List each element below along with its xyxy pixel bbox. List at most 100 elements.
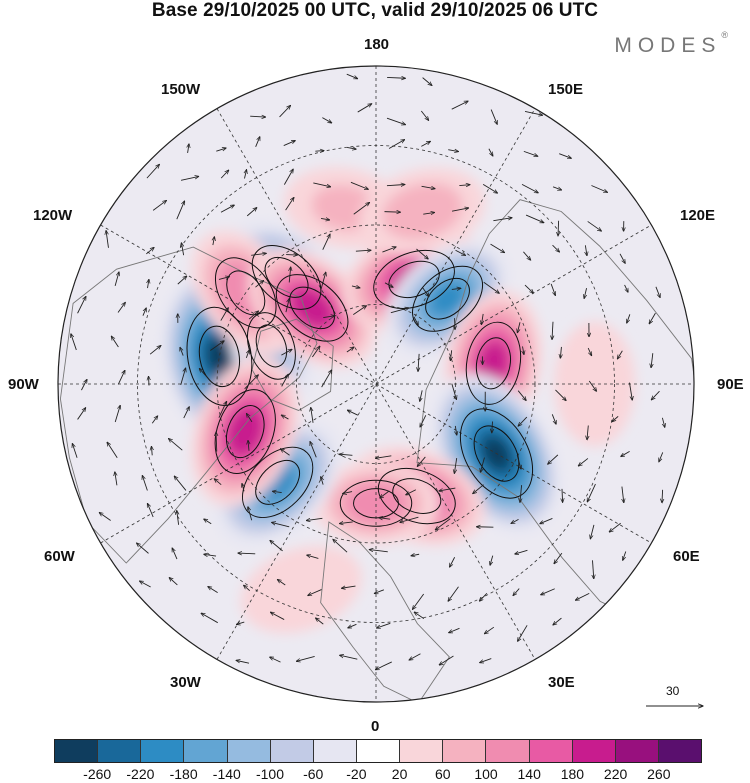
wind-arrow — [312, 346, 319, 358]
wind-arrow — [146, 164, 160, 179]
wind-arrow — [280, 449, 290, 456]
wind-arrow — [584, 288, 586, 298]
wind-arrow — [448, 150, 458, 152]
wind-arrow — [181, 243, 183, 256]
wind-arrow — [575, 592, 590, 600]
lon-label-30w: 30W — [170, 674, 201, 691]
chart-title: Base 29/10/2025 00 UTC, valid 29/10/2025… — [151, 0, 599, 21]
wind-arrow — [387, 77, 405, 78]
contour-line — [255, 324, 288, 368]
wind-arrow — [172, 548, 178, 560]
wind-arrow — [286, 255, 297, 256]
wind-arrow — [220, 308, 228, 321]
wind-arrow — [482, 183, 497, 193]
colorbar-tick-label: 20 — [391, 766, 408, 782]
colorbar-swatch — [227, 740, 271, 762]
wind-arrow — [311, 407, 314, 423]
colorbar-swatch — [98, 740, 142, 762]
wind-vectors — [71, 73, 665, 670]
wind-arrow — [114, 272, 119, 286]
anomaly-fill — [240, 545, 362, 634]
map-border — [57, 65, 695, 703]
wind-arrow — [111, 336, 119, 348]
colorbar-swatch — [615, 740, 659, 762]
colorbar-tick-label: -20 — [346, 766, 367, 782]
wind-arrow — [540, 518, 553, 523]
wind-arrow — [177, 276, 187, 285]
wind-arrow — [244, 170, 246, 179]
wind-arrow — [272, 491, 282, 492]
wind-arrow — [180, 176, 199, 181]
wind-arrow — [513, 588, 520, 596]
contour-line — [275, 274, 349, 342]
wind-arrow — [139, 581, 151, 588]
wind-arrow — [310, 442, 317, 458]
contour-line — [226, 270, 266, 316]
wind-arrow — [629, 382, 632, 400]
wind-arrow — [346, 347, 354, 353]
wind-arrow — [283, 169, 293, 185]
wind-arrow — [214, 479, 222, 486]
wind-arrow — [523, 346, 524, 354]
wind-arrow — [380, 490, 390, 498]
colorbar-swatch — [141, 740, 185, 762]
wind-arrow — [339, 454, 353, 455]
wind-arrow — [77, 296, 86, 314]
wind-arrow — [439, 655, 454, 665]
wind-arrow — [588, 380, 596, 391]
wind-arrow — [323, 316, 335, 318]
contour-line — [465, 321, 522, 405]
wind-arrow — [555, 389, 566, 401]
wind-arrow — [388, 140, 405, 149]
wind-arrow — [307, 555, 319, 559]
wind-arrow — [552, 186, 561, 190]
wind-arrow — [316, 618, 324, 625]
colorbar-tick-label: 60 — [435, 766, 451, 782]
wind-arrow — [281, 415, 289, 420]
lon-label-90w: 90W — [8, 376, 39, 393]
wind-arrow — [451, 208, 469, 212]
wind-arrow — [455, 249, 466, 255]
colorbar-swatch — [270, 740, 314, 762]
wind-arrow — [341, 586, 356, 588]
wind-arrow — [511, 519, 519, 523]
wind-arrow — [204, 554, 217, 556]
anomaly-fill — [430, 282, 465, 315]
wind-arrow — [552, 244, 560, 252]
wind-arrow — [149, 376, 150, 386]
wind-arrow — [651, 353, 653, 368]
lon-label-60e: 60E — [673, 548, 700, 565]
anomaly-fill — [226, 406, 264, 457]
colorbar-tick-label: 260 — [647, 766, 671, 782]
wind-arrow — [480, 457, 485, 473]
colorbar-swatch — [572, 740, 616, 762]
wind-arrow — [592, 560, 593, 578]
wind-arrow — [559, 153, 571, 159]
colorbar-swatch — [313, 740, 357, 762]
wind-arrow — [560, 346, 561, 358]
colorbar-tick-label: -220 — [126, 766, 155, 782]
coastline — [320, 521, 450, 702]
wind-arrow — [480, 658, 492, 663]
contour-line — [242, 446, 314, 518]
colorbar-tick-label: -260 — [83, 766, 112, 782]
contour-line — [251, 245, 322, 310]
wind-arrow — [306, 518, 323, 520]
wind-arrow — [450, 557, 456, 567]
wind-arrow — [270, 540, 283, 552]
wind-arrow — [250, 116, 265, 117]
wind-arrow — [376, 622, 391, 628]
wind-arrow — [490, 109, 497, 125]
wind-arrow — [333, 539, 348, 553]
wind-arrow — [281, 349, 292, 356]
wind-arrow — [322, 117, 331, 123]
wind-arrow — [585, 245, 587, 255]
wind-arrow — [558, 220, 559, 236]
wind-arrow — [479, 592, 488, 601]
wind-arrow — [384, 282, 393, 287]
graticule — [58, 66, 694, 702]
wind-arrow — [350, 181, 368, 189]
lon-label-180: 180 — [364, 36, 390, 53]
wind-arrow — [587, 425, 588, 440]
wind-arrow — [451, 288, 461, 289]
